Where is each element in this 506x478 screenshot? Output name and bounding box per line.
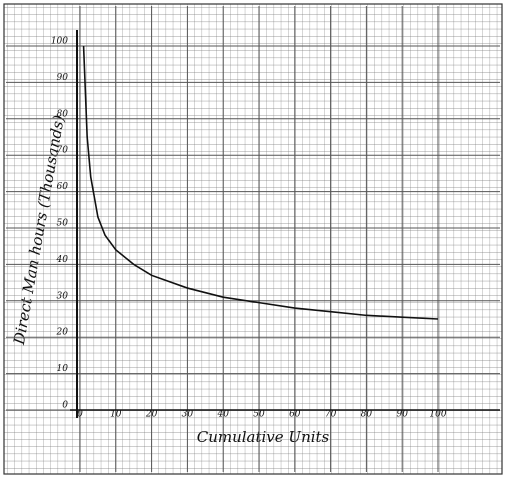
x-tick-label: 10 [110, 410, 122, 420]
y-tick-label: 40 [56, 255, 69, 265]
x-axis-label: Cumulative Units [197, 428, 330, 446]
x-tick-label: 20 [145, 410, 158, 420]
y-tick-label: 60 [57, 182, 69, 192]
y-tick-label: 100 [51, 37, 68, 47]
x-tick-label: 60 [289, 410, 301, 420]
x-tick-label: 70 [325, 410, 337, 420]
x-tick-label: 80 [361, 410, 373, 420]
x-tick-label: 90 [396, 410, 408, 420]
y-tick-label: 90 [57, 73, 69, 83]
x-tick-label: 30 [182, 410, 194, 420]
x-tick-label: 50 [253, 410, 265, 420]
y-tick-label: 20 [56, 328, 69, 338]
y-tick-label: 70 [57, 146, 69, 156]
line [82, 45, 439, 320]
y-tick-label: 80 [57, 109, 69, 119]
x-tick-label: 0 [77, 410, 83, 420]
paper-border [3, 3, 503, 475]
y-tick-label: 30 [57, 291, 69, 301]
graph-paper-grid [4, 4, 502, 474]
y-tick-label: 0 [62, 401, 68, 411]
y-tick-label: 50 [57, 219, 69, 229]
x-tick-label: 40 [216, 410, 229, 420]
x-tick-label: 100 [429, 410, 446, 420]
y-tick-label: 10 [57, 364, 69, 374]
